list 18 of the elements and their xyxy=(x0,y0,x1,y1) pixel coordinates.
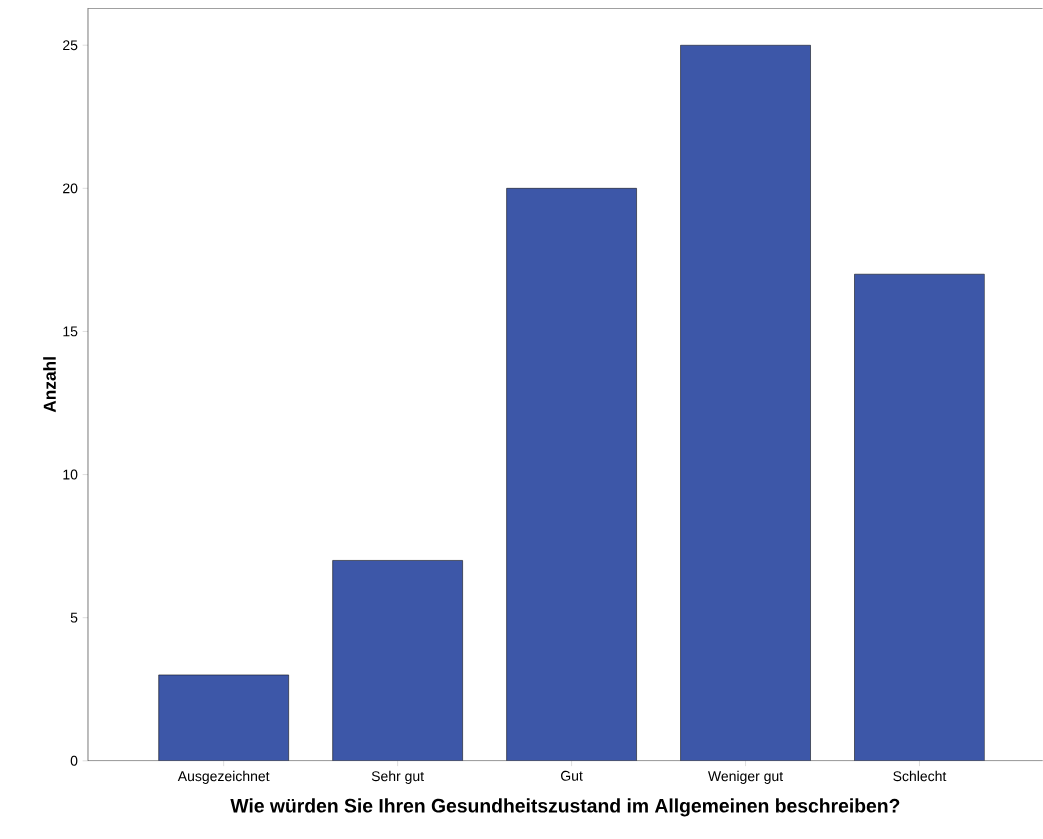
x-tick-label: Weniger gut xyxy=(708,770,784,784)
y-axis-title: Anzahl xyxy=(43,357,56,413)
y-tick-label: 15 xyxy=(63,326,78,337)
bar xyxy=(158,674,289,761)
x-tick-label: Ausgezeichnet xyxy=(177,770,270,784)
bar xyxy=(506,188,637,761)
bar xyxy=(332,560,463,761)
x-tick-label: Gut xyxy=(561,770,583,781)
x-axis-title: Wie würden Sie Ihren Gesundheitszustand im Allgemeinen beschreiben? xyxy=(230,798,900,817)
bar xyxy=(680,45,811,761)
y-tick-label: 20 xyxy=(63,183,78,194)
y-tick-label: 0 xyxy=(70,755,78,766)
bar xyxy=(854,274,985,761)
y-tick-label: 25 xyxy=(63,40,78,51)
x-tick-label: Sehr gut xyxy=(371,770,424,784)
y-tick-label: 10 xyxy=(63,469,78,480)
x-tick-label: Schlecht xyxy=(893,770,947,782)
y-tick-label: 5 xyxy=(70,612,78,623)
